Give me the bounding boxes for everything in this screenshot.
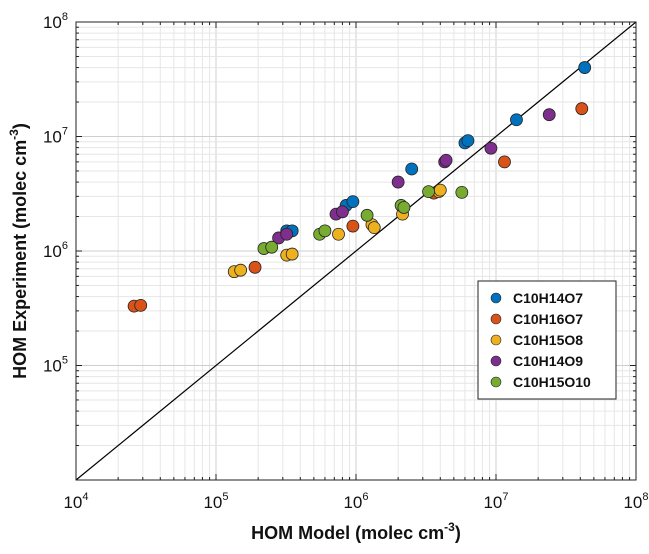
y-tick-label: 108 <box>43 11 68 32</box>
data-point <box>265 240 279 254</box>
data-point <box>433 183 447 197</box>
legend-marker <box>490 313 502 325</box>
legend-label: C10H14O9 <box>513 353 583 369</box>
x-tick-label: 108 <box>623 491 648 512</box>
legend-marker <box>490 292 502 304</box>
data-point <box>510 113 523 127</box>
data-point <box>336 205 349 219</box>
series-C10H15O10 <box>257 185 469 255</box>
legend-label: C10H15O10 <box>513 374 591 390</box>
y-tick-label: 105 <box>43 355 68 376</box>
series-C10H14O9 <box>272 108 556 245</box>
legend-label: C10H14O7 <box>513 290 583 306</box>
legend-label: C10H16O7 <box>513 311 583 327</box>
y-tick-labels: 105 106 107 108 <box>43 11 68 376</box>
tick-marks <box>75 21 637 481</box>
y-tick-label: 106 <box>43 240 68 261</box>
legend: C10H14O7 C10H16O7 C10H15O8 C10H14O9 C10H15O1… <box>477 280 617 400</box>
one-to-one-line <box>75 21 637 481</box>
data-point <box>484 141 498 155</box>
data-point <box>391 175 405 189</box>
data-point <box>498 155 511 169</box>
x-tick-label: 107 <box>483 491 508 512</box>
data-point <box>439 153 453 167</box>
x-tick-label: 106 <box>343 491 368 512</box>
x-tick-labels: 104 105 106 107 108 <box>63 491 648 512</box>
data-point <box>405 162 419 176</box>
data-point <box>318 224 332 238</box>
data-points <box>127 61 592 313</box>
data-point <box>332 227 345 241</box>
data-point <box>578 61 592 74</box>
data-point <box>346 219 360 233</box>
data-point <box>360 208 374 222</box>
data-point <box>422 185 435 199</box>
x-tick-label: 104 <box>63 491 88 512</box>
data-point <box>248 260 262 274</box>
x-axis-title: HOM Model (molec cm-3) <box>251 520 461 543</box>
data-point <box>542 108 556 122</box>
series-C10H14O7 <box>280 61 592 238</box>
data-point <box>285 247 299 261</box>
data-point <box>455 185 469 199</box>
x-tick-label: 105 <box>203 491 228 512</box>
legend-marker <box>490 355 502 367</box>
y-tick-label: 107 <box>43 126 68 147</box>
data-point <box>397 201 411 214</box>
data-point <box>346 195 360 209</box>
reference-line-layer <box>75 21 637 481</box>
y-axis-title: HOM Experiment (molec cm-3) <box>7 123 30 379</box>
data-point <box>367 221 381 235</box>
data-point <box>234 263 248 277</box>
data-point <box>280 227 294 241</box>
data-point <box>134 298 148 312</box>
data-point <box>575 102 589 116</box>
legend-marker <box>490 376 502 388</box>
legend-label: C10H15O8 <box>513 332 583 348</box>
legend-marker <box>490 334 502 346</box>
data-point <box>461 134 475 148</box>
